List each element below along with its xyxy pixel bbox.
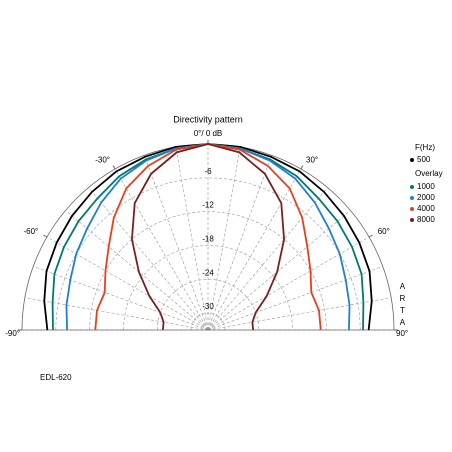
- radial-grid-line: [207, 146, 241, 331]
- legend-subtitle: Overlay: [415, 169, 443, 178]
- legend-swatch: [410, 158, 414, 162]
- radial-grid-line: [207, 155, 272, 331]
- series-line: [131, 143, 285, 331]
- radial-grid-line: [114, 168, 209, 331]
- legend-swatch: [410, 185, 414, 189]
- legend-swatch: [410, 218, 414, 222]
- caption: EDL-620: [40, 373, 72, 382]
- angle-tick-label: 90°: [396, 329, 408, 338]
- radial-grid-line: [207, 297, 392, 331]
- chart-title: Directivity pattern: [173, 114, 243, 124]
- angle-tick-label: -30°: [95, 155, 110, 164]
- r-tick-label: -30: [202, 302, 214, 311]
- legend-swatch: [410, 207, 414, 211]
- ring-grid-line: [89, 211, 327, 331]
- angle-tick: [112, 165, 116, 170]
- angle-tick-label: -90°: [5, 329, 20, 338]
- ring-grid-line: [190, 312, 226, 331]
- legend-label: 500: [417, 155, 431, 164]
- angle-tick: [43, 234, 48, 238]
- r-tick-label: -6: [204, 167, 212, 176]
- ring-grid-line: [55, 177, 361, 331]
- angle-tick-label: -60°: [23, 227, 38, 236]
- side-label: ARTA: [398, 282, 407, 330]
- radial-grid-line: [144, 155, 209, 331]
- r-tick-label: -18: [202, 235, 214, 244]
- r-tick-label: -24: [202, 268, 214, 277]
- ring-grid-line: [123, 245, 293, 331]
- legend-label: 1000: [417, 182, 435, 191]
- legend-label: 8000: [417, 215, 435, 224]
- angle-tick: [300, 165, 304, 170]
- r-tick-label: -12: [202, 201, 214, 210]
- radial-grid-line: [46, 236, 209, 331]
- radial-grid-line: [207, 187, 328, 331]
- legend-label: 4000: [417, 204, 435, 213]
- angle-tick-label: 60°: [378, 227, 390, 236]
- angle-tick-label: 0°/ 0 dB: [194, 129, 223, 138]
- angle-tick: [368, 234, 373, 238]
- radial-grid-line: [207, 210, 351, 331]
- radial-grid-line: [207, 168, 302, 331]
- radial-grid-line: [207, 266, 383, 331]
- radial-grid-line: [207, 236, 370, 331]
- radial-grid-line: [33, 266, 209, 331]
- legend-title: F(Hz): [415, 143, 435, 152]
- ring-grid-line: [156, 279, 260, 331]
- legend-swatch: [410, 196, 414, 200]
- radial-grid-line: [24, 297, 209, 331]
- legend-label: 2000: [417, 193, 435, 202]
- angle-tick-label: 30°: [306, 155, 318, 164]
- radial-grid-line: [88, 187, 209, 331]
- radial-grid-line: [65, 210, 209, 331]
- radial-grid-line: [175, 146, 209, 331]
